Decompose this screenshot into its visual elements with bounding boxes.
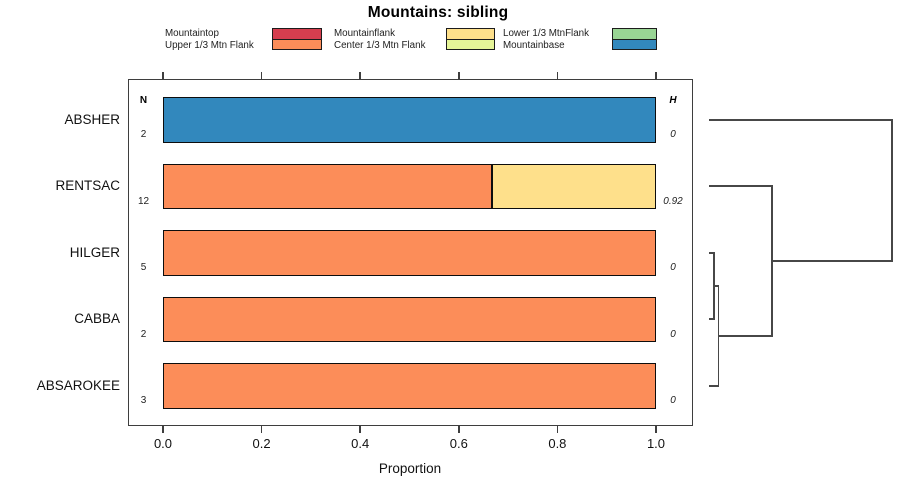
x-axis-tick-top bbox=[655, 71, 657, 79]
n-column-header: N bbox=[139, 95, 148, 106]
legend-label: Mountainbase bbox=[503, 39, 565, 51]
x-axis-tick-label: 0.2 bbox=[252, 436, 271, 451]
dendrogram-line bbox=[709, 251, 715, 254]
x-axis-tick-bottom bbox=[556, 425, 559, 433]
legend-swatch bbox=[612, 38, 657, 50]
h-value: 0.92 bbox=[663, 195, 683, 207]
bar-segment bbox=[163, 230, 656, 276]
bar-row bbox=[163, 97, 656, 143]
n-value: 12 bbox=[137, 195, 150, 207]
dendrogram-line bbox=[714, 285, 720, 287]
x-axis-tick-bottom bbox=[162, 425, 164, 433]
bar-segment bbox=[491, 163, 656, 209]
x-axis-tick-label: 0.8 bbox=[548, 436, 567, 451]
x-axis-tick-top bbox=[556, 71, 559, 79]
legend-swatch bbox=[272, 38, 322, 50]
legend-label: Mountaintop bbox=[165, 27, 219, 39]
n-value: 2 bbox=[140, 129, 147, 140]
legend-swatch bbox=[446, 38, 495, 50]
dendrogram-line bbox=[709, 384, 720, 387]
x-axis-tick-bottom bbox=[458, 425, 460, 433]
bar-row bbox=[163, 230, 656, 276]
x-axis-tick-top bbox=[162, 71, 164, 79]
y-axis-label: HILGER bbox=[69, 244, 120, 260]
bar-segment bbox=[163, 296, 656, 342]
n-value: 5 bbox=[140, 262, 147, 273]
x-axis-tick-top bbox=[458, 71, 460, 79]
h-value: 0 bbox=[670, 262, 676, 273]
legend-label: Mountainflank bbox=[334, 27, 395, 39]
dendrogram-line bbox=[718, 335, 773, 337]
x-axis-title: Proportion bbox=[378, 461, 442, 476]
x-axis-tick-top bbox=[359, 71, 361, 79]
bar-row bbox=[163, 296, 656, 342]
legend-label: Lower 1/3 MtnFlank bbox=[503, 27, 590, 39]
h-column-header: H bbox=[669, 95, 677, 106]
x-axis-tick-bottom bbox=[655, 425, 657, 433]
x-axis-tick-label: 1.0 bbox=[646, 436, 666, 451]
y-axis-label: ABSHER bbox=[64, 111, 120, 127]
y-axis-label: CABBA bbox=[74, 311, 120, 327]
dendrogram-line bbox=[709, 185, 773, 188]
n-value: 2 bbox=[140, 328, 147, 340]
plot-frame bbox=[127, 78, 693, 426]
bar-segment bbox=[163, 163, 492, 209]
x-axis-tick-label: 0.6 bbox=[449, 436, 468, 451]
y-axis-label: ABSAROKEE bbox=[36, 377, 120, 393]
y-axis-label: RENTSAC bbox=[55, 178, 120, 194]
chart-title: Mountains: sibling bbox=[367, 4, 509, 21]
x-axis-tick-label: 0.4 bbox=[351, 436, 370, 451]
dendrogram-line bbox=[709, 318, 715, 321]
bar-segment bbox=[163, 97, 656, 143]
dendrogram-line bbox=[891, 118, 893, 262]
legend-label: Upper 1/3 Mtn Flank bbox=[165, 39, 254, 51]
x-axis-tick-label: 0.0 bbox=[153, 436, 173, 451]
x-axis-tick-top bbox=[260, 71, 263, 79]
dendrogram-line bbox=[709, 118, 893, 121]
h-value: 0 bbox=[670, 395, 676, 406]
x-axis-tick-bottom bbox=[359, 425, 361, 433]
x-axis-tick-bottom bbox=[260, 425, 263, 433]
bar-row bbox=[163, 163, 656, 209]
legend-label: Center 1/3 Mtn Flank bbox=[334, 39, 426, 51]
bar-row bbox=[163, 363, 656, 409]
h-value: 0 bbox=[670, 328, 676, 340]
dendrogram-line bbox=[771, 260, 893, 262]
bar-segment bbox=[163, 363, 656, 409]
n-value: 3 bbox=[140, 395, 147, 406]
h-value: 0 bbox=[670, 129, 676, 140]
